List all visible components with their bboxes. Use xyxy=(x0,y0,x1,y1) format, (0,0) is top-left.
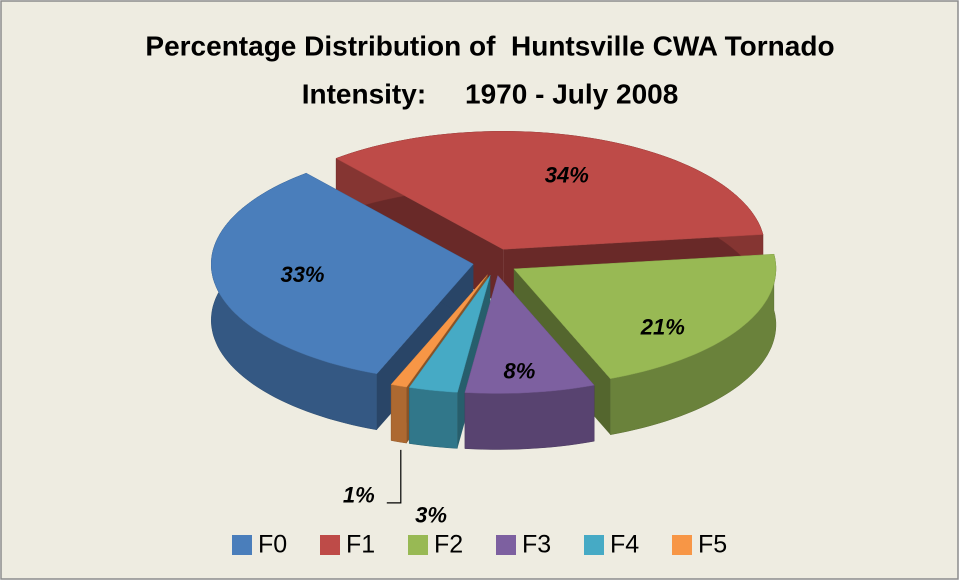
legend-swatch xyxy=(584,535,604,555)
legend-label: F5 xyxy=(698,531,727,559)
legend-swatch xyxy=(672,535,692,555)
slice xyxy=(513,253,777,379)
chart-title: Percentage Distribution of Huntsville CW… xyxy=(145,30,834,61)
legend-swatch xyxy=(232,535,252,555)
value-label: 8% xyxy=(504,359,536,384)
chart-title: Intensity: 1970 - July 2008 xyxy=(302,78,679,109)
legend-label: F3 xyxy=(522,531,551,559)
slice xyxy=(464,274,595,450)
legend-swatch xyxy=(320,535,340,555)
legend-label: F1 xyxy=(346,531,375,559)
pie xyxy=(211,131,777,450)
slice xyxy=(513,253,777,436)
value-label: 1% xyxy=(343,483,375,508)
value-label: 3% xyxy=(415,502,447,527)
slice-side xyxy=(408,387,458,449)
slice-side xyxy=(390,384,407,444)
legend: F0 F1 F2 F3 F4 F5 xyxy=(232,531,727,559)
legend-label: F4 xyxy=(610,531,639,559)
legend-label: F2 xyxy=(434,531,463,559)
slice xyxy=(211,172,474,375)
legend-swatch xyxy=(408,535,428,555)
slice xyxy=(335,131,764,250)
slice xyxy=(464,274,595,394)
slice-side xyxy=(464,384,595,450)
legend-label: F0 xyxy=(258,531,287,559)
legend-swatch xyxy=(496,535,516,555)
leader-line xyxy=(386,449,402,504)
value-label: 34% xyxy=(545,163,589,188)
slice xyxy=(390,274,488,388)
value-labels: 33% 34% 21% 8% 3% 1% xyxy=(280,163,684,528)
slice xyxy=(408,275,491,393)
value-label: 33% xyxy=(280,262,324,287)
value-label: 21% xyxy=(640,314,685,339)
